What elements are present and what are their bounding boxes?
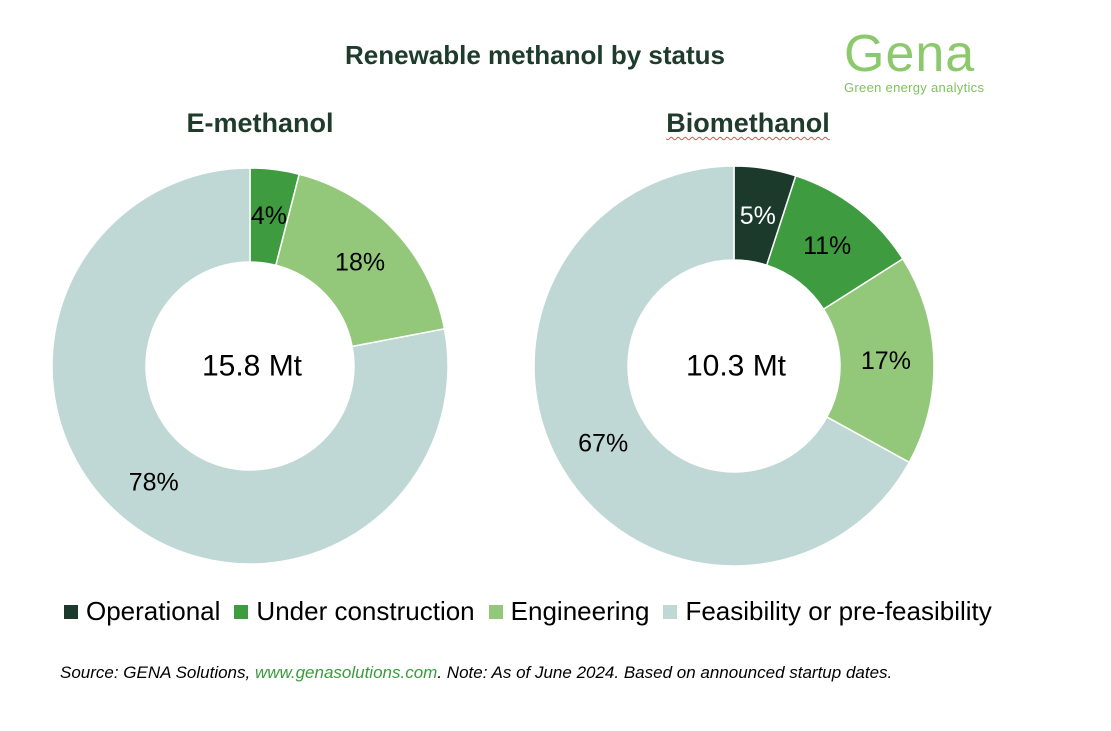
donut-0-center-label: 15.8 Mt [202,350,303,383]
gena-logo: Gena Green energy analytics [844,28,1019,95]
donut-charts: 4% 18% 78% 15.8 Mt 5% 11% 17% 67% 10.3 Mt [51,165,935,567]
legend-label-2: Engineering [510,596,650,626]
donut-0-data-label-0: 4% [251,202,287,230]
donut-0-data-label-2: 78% [129,468,179,496]
legend-label-1: Under construction [256,596,475,626]
legend-item-0: Operational [64,596,220,627]
source-link[interactable]: www.genasolutions.com [254,663,438,682]
donut-title-biomethanol: Biomethanol [666,108,830,138]
source-prefix: Source: GENA Solutions, [60,663,255,682]
donut-0: 4% 18% 78% 15.8 Mt [51,167,449,565]
source-note: Source: GENA Solutions, www.genasolution… [60,663,892,683]
donut-title-e-methanol: E-methanol [186,108,334,138]
legend: Operational Under construction Engineering… [64,596,992,627]
legend-swatch-1 [234,604,249,619]
legend-label-3: Feasibility or pre-feasibility [685,596,992,626]
logo-wordmark: Gena [844,25,976,83]
legend-item-3: Feasibility or pre-feasibility [663,596,992,627]
donut-1-slice-2 [822,257,935,464]
legend-item-1: Under construction [234,596,475,627]
donut-0-slice-2 [51,167,449,565]
legend-item-2: Engineering [488,596,650,627]
donut-1-center-label: 10.3 Mt [686,350,787,383]
donut-1-data-label-0: 5% [740,202,776,230]
legend-swatch-2 [488,604,503,619]
donut-0-slice-1 [274,173,446,348]
source-suffix: . Note: As of June 2024. Based on announ… [437,663,893,682]
donut-1: 5% 11% 17% 67% 10.3 Mt [533,165,935,567]
legend-swatch-0 [64,604,78,619]
logo-tagline: Green energy analytics [844,80,985,95]
donut-1-data-label-3: 67% [578,429,628,457]
donut-1-slice-3 [533,165,911,567]
chart-title: Renewable methanol by status [345,40,725,70]
donut-0-data-label-1: 18% [335,249,385,277]
donut-1-data-label-1: 11% [803,232,851,260]
legend-label-0: Operational [86,596,221,626]
legend-swatch-3 [663,604,678,619]
donut-1-data-label-2: 17% [861,347,911,375]
